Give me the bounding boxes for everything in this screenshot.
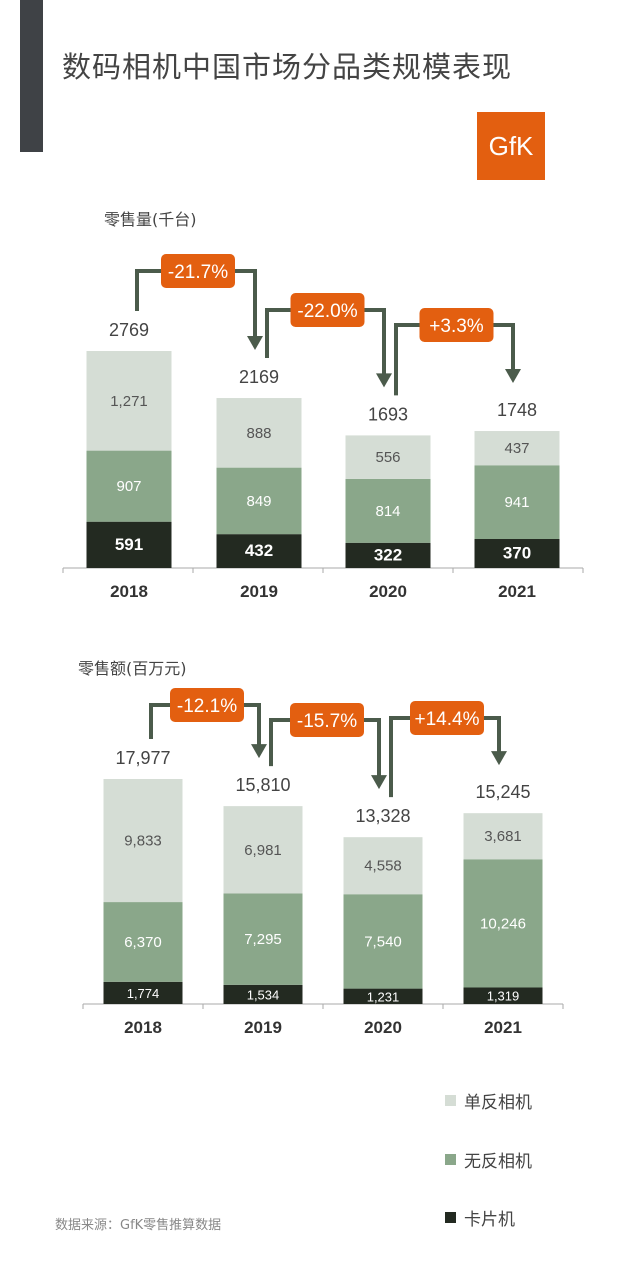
data-label: 814 (375, 503, 400, 520)
bar-segment-compact (86, 521, 172, 568)
bar-segment-compact (216, 534, 302, 568)
change-label: -15.7% (297, 711, 357, 732)
total-label: 17,977 (115, 748, 170, 768)
total-label: 1693 (368, 404, 408, 424)
legend-label: 卡片机 (464, 1210, 515, 1230)
x-tick-label: 2021 (498, 582, 536, 601)
legend-swatch (445, 1154, 456, 1165)
arrow-head-icon (371, 775, 387, 790)
bar-segment-slr (345, 435, 431, 479)
legend-item-compact: 卡片机 (445, 1205, 515, 1230)
data-label: 1,774 (127, 986, 160, 1001)
data-label: 437 (504, 440, 529, 457)
data-label: 432 (245, 541, 273, 560)
change-badge (290, 293, 365, 327)
bar-segment-mirrorless (343, 894, 423, 989)
data-label: 556 (375, 449, 400, 466)
data-label: 907 (116, 478, 141, 495)
bar-segment-mirrorless (223, 893, 303, 985)
total-label: 13,328 (355, 806, 410, 826)
bar-segment-mirrorless (103, 902, 183, 982)
bar-segment-slr (86, 351, 172, 451)
legend-label: 单反相机 (464, 1093, 532, 1113)
legend-item-mirrorless: 无反相机 (445, 1147, 532, 1172)
bar-segment-slr (474, 431, 560, 466)
legend-swatch (445, 1212, 456, 1223)
arrow-head-icon (491, 751, 507, 766)
change-badge (290, 703, 364, 737)
total-label: 15,810 (235, 775, 290, 795)
change-badge (161, 254, 235, 288)
data-label: 1,319 (487, 989, 520, 1004)
accent-bar (20, 0, 43, 152)
legend-label: 无反相机 (464, 1152, 532, 1172)
bar-segment-compact (474, 539, 560, 568)
total-label: 2769 (109, 320, 149, 340)
x-tick-label: 2018 (110, 582, 148, 601)
arrow-head-icon (505, 369, 521, 384)
x-tick-label: 2018 (124, 1018, 162, 1037)
bar-segment-compact (345, 542, 431, 568)
change-label: -12.1% (177, 696, 237, 717)
bar-segment-slr (223, 806, 303, 894)
total-label: 15,245 (475, 782, 530, 802)
bar-segment-mirrorless (474, 465, 560, 540)
x-tick-label: 2020 (369, 582, 407, 601)
arrow-head-icon (247, 336, 263, 351)
data-label: 941 (504, 494, 529, 511)
bar-segment-slr (216, 398, 302, 468)
chart1-title: 零售量(千台) (104, 210, 197, 229)
data-label: 9,833 (124, 833, 162, 850)
change-label: +14.4% (415, 709, 480, 730)
bar-segment-mirrorless (216, 467, 302, 535)
data-label: 7,540 (364, 933, 402, 950)
bar-segment-mirrorless (345, 478, 431, 543)
data-label: 6,981 (244, 842, 282, 859)
data-source: 数据来源：GfK零售推算数据 (55, 1218, 222, 1233)
change-badge (410, 701, 484, 735)
data-label: 1,271 (110, 393, 148, 410)
data-label: 1,231 (367, 989, 400, 1004)
bar-segment-mirrorless (86, 450, 172, 522)
x-tick-label: 2021 (484, 1018, 522, 1037)
data-label: 4,558 (364, 858, 402, 875)
bar-segment-slr (103, 779, 183, 903)
page-title: 数码相机中国市场分品类规模表现 (62, 50, 513, 84)
x-tick-label: 2019 (240, 582, 278, 601)
total-label: 1748 (497, 400, 537, 420)
x-tick-label: 2020 (364, 1018, 402, 1037)
data-label: 6,370 (124, 934, 162, 951)
legend-item-slr: 单反相机 (445, 1088, 532, 1113)
data-label: 888 (246, 425, 271, 442)
arrow-head-icon (376, 373, 392, 388)
bar-segment-compact (223, 984, 303, 1004)
total-label: 2169 (239, 367, 279, 387)
change-label: -22.0% (297, 301, 357, 322)
data-label: 370 (503, 544, 531, 563)
bar-segment-compact (343, 988, 423, 1004)
x-tick-label: 2019 (244, 1018, 282, 1037)
data-label: 10,246 (480, 915, 526, 932)
chart2-title: 零售额(百万元) (78, 659, 187, 678)
bar-segment-compact (103, 981, 183, 1004)
bar-segment-slr (343, 837, 423, 895)
change-label: -21.7% (168, 262, 228, 283)
data-label: 3,681 (484, 828, 522, 845)
data-label: 849 (246, 493, 271, 510)
data-label: 322 (374, 545, 402, 564)
bar-segment-slr (463, 813, 543, 860)
data-label: 7,295 (244, 931, 282, 948)
legend-swatch (445, 1095, 456, 1106)
arrow-head-icon (251, 744, 267, 759)
data-label: 591 (115, 535, 143, 554)
bar-segment-compact (463, 987, 543, 1004)
change-badge (419, 308, 494, 342)
bar-segment-mirrorless (463, 859, 543, 988)
change-badge (170, 688, 244, 722)
gfk-logo: GfK (477, 112, 545, 180)
change-label: +3.3% (429, 316, 484, 337)
data-label: 1,534 (247, 987, 280, 1002)
